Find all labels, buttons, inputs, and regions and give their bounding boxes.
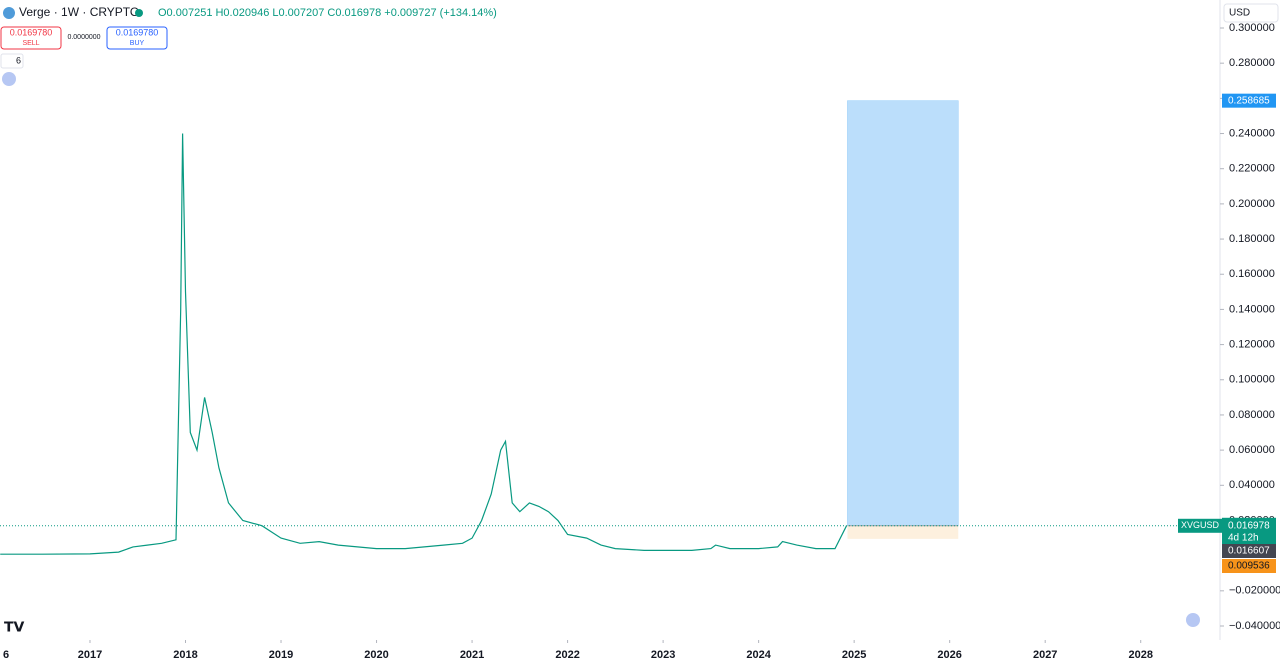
stop-label: 0.009536 [1228, 561, 1270, 572]
sell-price: 0.0169780 [10, 27, 53, 37]
y-tick-label: 0.100000 [1229, 374, 1275, 386]
spread: 0.0000000 [67, 34, 100, 41]
buy-label: BUY [130, 40, 145, 47]
symbol-title[interactable]: Verge · 1W · CRYPTO [19, 5, 139, 19]
target-zone [847, 100, 959, 527]
buy-price: 0.0169780 [116, 27, 159, 37]
x-tick-label: 2024 [746, 649, 771, 660]
y-tick-label: 0.160000 [1229, 268, 1275, 280]
x-tick-label: 2020 [364, 649, 388, 660]
x-tick-label: 2027 [1033, 649, 1057, 660]
x-tick-label: 2023 [651, 649, 675, 660]
y-tick-label: −0.020000 [1229, 585, 1280, 597]
x-tick-label: 2017 [78, 649, 102, 660]
y-tick-label: 0.060000 [1229, 444, 1275, 456]
status-dot [135, 9, 143, 17]
x-tick-label: 6 [3, 649, 9, 660]
indicator-toggle[interactable] [0, 53, 24, 69]
ohlc: O0.007251 H0.020946 L0.007207 C0.016978 … [158, 7, 497, 19]
y-tick-label: 0.200000 [1229, 198, 1275, 210]
indicator-count: 6 [16, 55, 21, 65]
x-tick-label: 2025 [842, 649, 866, 660]
price-line [0, 133, 848, 555]
y-tick-label: 0.240000 [1229, 127, 1275, 139]
y-tick-label: 0.220000 [1229, 163, 1275, 175]
countdown: 4d 12h [1228, 532, 1259, 543]
y-tick-label: 0.280000 [1229, 57, 1275, 69]
target-label: 0.258685 [1228, 95, 1270, 106]
symbol-tag-label: XVGUSD [1181, 520, 1220, 530]
y-tick-label: 0.300000 [1229, 22, 1275, 34]
marker-dot [2, 72, 16, 86]
logo: 𝗧𝗩 [4, 619, 25, 635]
y-tick-label: 0.120000 [1229, 338, 1275, 350]
last-price-label: 0.016978 [1228, 520, 1270, 531]
marker-dot [1186, 613, 1200, 627]
sell-button[interactable] [0, 26, 62, 50]
other-price-label: 0.016607 [1228, 546, 1270, 557]
y-tick-label: −0.040000 [1229, 620, 1280, 632]
header: Verge · 1W · CRYPTO O0.007251 H0.020946 … [0, 3, 1279, 86]
symbol-icon [3, 7, 15, 19]
x-tick-label: 2026 [937, 649, 961, 660]
x-tick-label: 2019 [269, 649, 293, 660]
last-price-tag [1222, 517, 1276, 546]
x-tick-label: 2018 [173, 649, 197, 660]
y-tick-label: 0.180000 [1229, 233, 1275, 245]
currency: USD [1229, 8, 1250, 19]
buy-button[interactable] [106, 26, 168, 50]
other-price-tag [1222, 544, 1276, 558]
stop-tag [1222, 559, 1276, 573]
y-tick-label: 0.140000 [1229, 303, 1275, 315]
stop-zone [847, 525, 959, 539]
sell-label: SELL [22, 40, 39, 47]
y-tick-label: 0.080000 [1229, 409, 1275, 421]
x-tick-label: 2028 [1128, 649, 1152, 660]
symbol-tag [1178, 518, 1222, 533]
currency-select[interactable] [1223, 3, 1279, 23]
target-tag [1222, 93, 1276, 108]
x-tick-label: 2022 [555, 649, 579, 660]
y-tick-label: 0.040000 [1229, 479, 1275, 491]
x-tick-label: 2021 [460, 649, 484, 660]
